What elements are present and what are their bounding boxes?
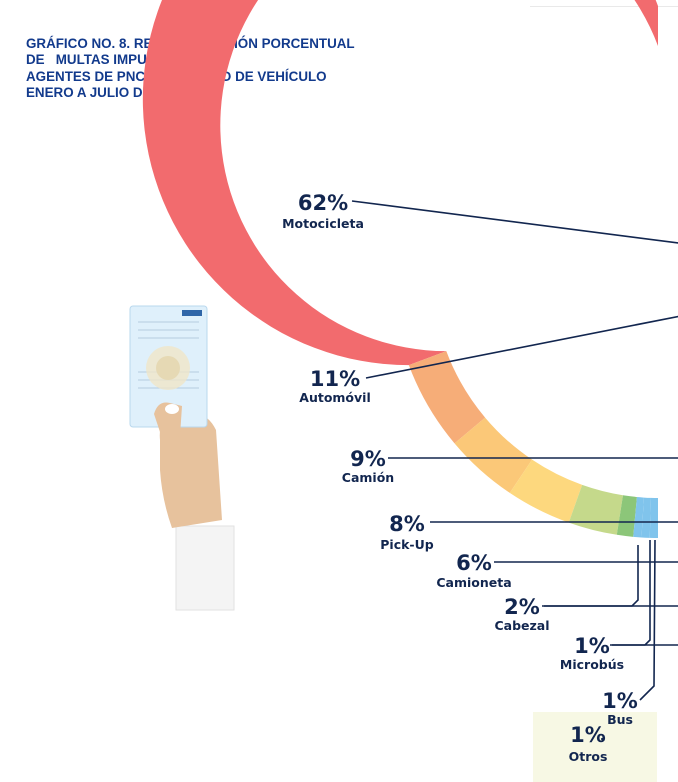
leader-line-motocicleta (351, 200, 678, 244)
leader-line-microbus (610, 644, 678, 646)
footer-illustration-band (533, 712, 657, 782)
leader-line-bus-drop (639, 539, 656, 701)
data-label-otros: 1% (570, 723, 606, 747)
category-label-cabezal: Cabezal (494, 618, 549, 633)
category-label-camioneta: Camioneta (436, 575, 511, 590)
category-label-microbus: Microbús (560, 657, 624, 672)
data-label-motocicleta: 62% (298, 191, 348, 215)
data-label-automovil: 11% (310, 367, 360, 391)
slice-automovil (408, 351, 486, 444)
slice-motocicleta (142, 0, 658, 366)
leader-line-cabezal-drop (544, 545, 639, 607)
top-divider (530, 0, 678, 7)
category-label-automovil: Automóvil (299, 390, 370, 405)
data-label-microbus: 1% (574, 634, 610, 658)
data-label-camion: 9% (350, 447, 386, 471)
category-label-camion: Camión (342, 470, 394, 485)
leader-line-pick-up (430, 521, 678, 523)
slice-otros (649, 497, 658, 538)
data-label-bus: 1% (602, 689, 638, 713)
category-label-motocicleta: Motocicleta (282, 216, 364, 231)
slice-camion (454, 417, 533, 493)
category-label-otros: Otros (569, 749, 608, 764)
slice-bus (641, 497, 651, 538)
data-label-cabezal: 2% (504, 595, 540, 619)
leader-line-cabezal (542, 605, 678, 607)
leader-line-microbus-drop (612, 540, 651, 646)
data-label-camioneta: 6% (456, 551, 492, 575)
data-label-pick-up: 8% (389, 512, 425, 536)
hand-holding-id-card-icon (129, 305, 235, 611)
slice-pick-up (509, 459, 583, 523)
slice-cabezal (616, 495, 637, 537)
slice-microbus (633, 497, 644, 538)
category-label-bus: Bus (607, 712, 633, 727)
leader-line-automovil (365, 315, 678, 379)
category-label-pick-up: Pick-Up (380, 537, 434, 552)
